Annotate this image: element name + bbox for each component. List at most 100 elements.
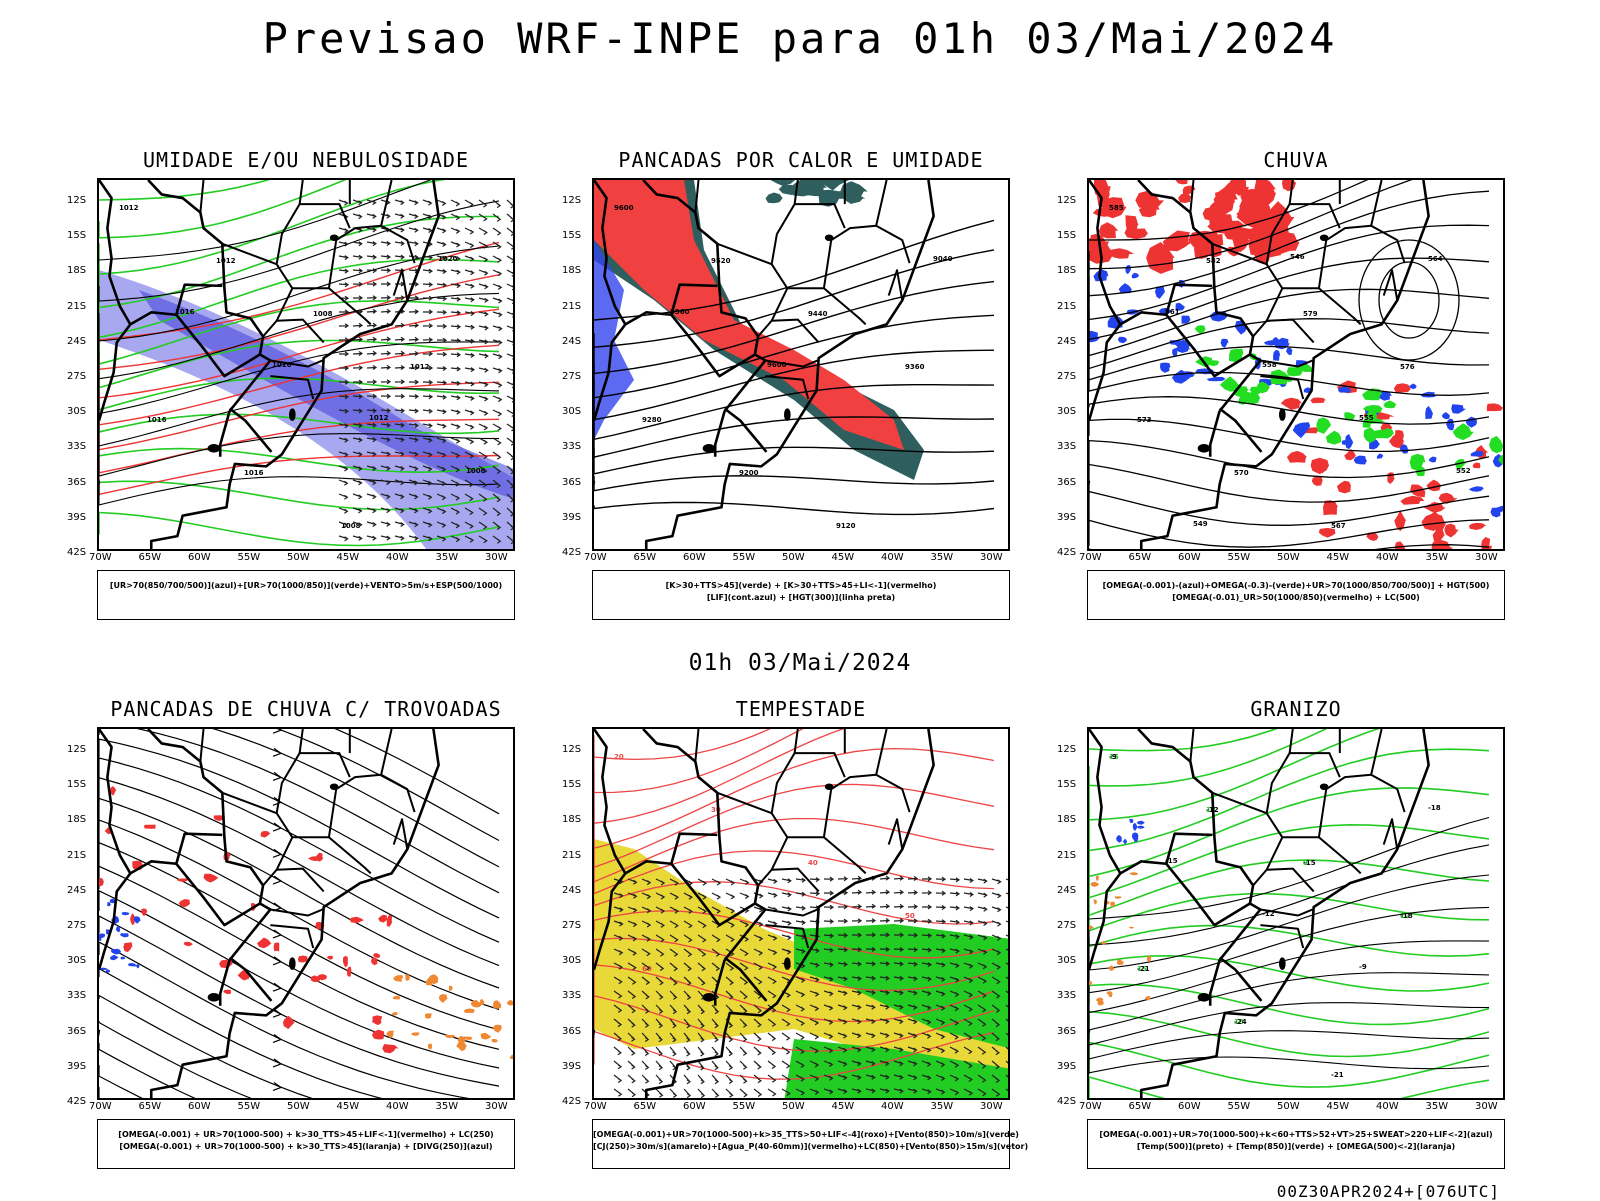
lat-tick-label: 33S — [562, 441, 582, 453]
lon-tick-label: 45W — [831, 1101, 855, 1112]
lon-tick-label: 55W — [237, 1101, 261, 1112]
contour-label: 1016 — [175, 308, 195, 316]
lat-tick-label: 36S — [1057, 476, 1077, 488]
legend-line: [OMEGA(-0.001) + UR>70(1000-500) + k>30_… — [118, 1130, 494, 1139]
contour-label: 1012 — [216, 257, 236, 265]
lon-tick-label: 45W — [831, 552, 855, 563]
high-pressure-contour — [1358, 239, 1460, 361]
contour-label: 570 — [1234, 469, 1249, 477]
legend-line: [OMEGA(-0.001)+UR>70(1000-500)+k>35_TTS>… — [593, 1130, 1019, 1139]
legend-line: [OMEGA(-0.001)+UR>70(1000-500)+k<60+TTS>… — [1099, 1130, 1493, 1139]
contour-label: 546 — [1290, 253, 1305, 261]
lon-tick-label: 65W — [1128, 1101, 1152, 1112]
lon-tick-label: 55W — [1227, 1101, 1251, 1112]
contour-label: 15 — [1109, 753, 1119, 761]
map-canvas: 15129121518-9-12-15-18-21-24-21-18-15-12… — [1089, 729, 1490, 1098]
lon-tick-label: 35W — [435, 1101, 459, 1112]
contour-label: 15 — [1137, 965, 1147, 973]
arrow-head-icon — [272, 1081, 283, 1091]
contour-label: 567 — [1331, 522, 1346, 530]
country-borders — [594, 180, 935, 549]
contour-label: 564 — [1428, 255, 1443, 263]
arrow-head-icon — [272, 982, 283, 992]
lon-tick-label: 30W — [1475, 552, 1498, 563]
map-frame: 1012 1012 1008 1012 1016 1016 1008 1020 1016 1016… — [97, 178, 515, 551]
lat-tick-label: 24S — [67, 884, 87, 896]
contour-label: 1016 — [272, 361, 292, 369]
contour-label: 585 — [1109, 204, 1124, 212]
lon-tick-label: 30W — [980, 552, 1003, 563]
lat-tick-label: 24S — [1057, 884, 1077, 896]
state-borders — [199, 729, 416, 949]
lon-tick-label: 35W — [930, 1101, 954, 1112]
panel-legend: [UR>70(850/700/500)](azul)+[UR>70(1000/8… — [97, 570, 515, 620]
lat-tick-label: 24S — [1057, 335, 1077, 347]
arrow-head-icon — [272, 848, 283, 858]
lon-tick-label: 30W — [485, 1101, 508, 1112]
arrow-head-icon — [272, 822, 283, 832]
map-frame — [97, 727, 515, 1100]
contour-label: 18 — [1234, 1018, 1244, 1026]
lat-tick-label: 12S — [67, 195, 87, 206]
map-canvas: 5855825795765735705675645615585555525495… — [1089, 180, 1503, 549]
lon-tick-label: 55W — [1227, 552, 1251, 563]
lat-tick-label: 27S — [562, 920, 582, 931]
run-info-footer: 00Z30APR2024+[076UTC] — [1276, 1182, 1500, 1201]
contour-label: 9280 — [642, 416, 662, 424]
wind-vectors — [338, 199, 513, 545]
contour-label: -21 — [1331, 1071, 1344, 1079]
lat-tick-label: 30S — [67, 955, 87, 967]
contour-label: 8960 — [670, 308, 690, 316]
lon-tick-label: 55W — [237, 552, 261, 563]
lon-tick-label: 35W — [930, 552, 954, 563]
lon-tick-label: 65W — [138, 1101, 162, 1112]
lat-tick-label: 27S — [67, 920, 87, 931]
country-borders — [1089, 180, 1430, 549]
legend-line: [UR>70(850/700/500)](azul)+[UR>70(1000/8… — [109, 581, 503, 590]
lat-tick-label: 30S — [562, 406, 582, 418]
legend-line: [OMEGA(-0.01)_UR>50(1000/850)(vermelho) … — [1172, 593, 1420, 602]
contour-label: 40 — [808, 859, 818, 867]
contour-label: 9360 — [905, 363, 925, 371]
valid-time-label: 01h 03/Mai/2024 — [688, 650, 912, 676]
lon-tick-label: 70W — [1079, 1101, 1102, 1112]
lon-tick-label: 70W — [584, 552, 607, 563]
arrow-head-icon — [272, 1058, 283, 1068]
lon-tick-label: 70W — [89, 552, 112, 563]
lat-tick-label: 39S — [67, 511, 87, 523]
state-borders — [1189, 729, 1406, 949]
contour-label: 579 — [1303, 310, 1318, 318]
country-borders — [99, 729, 440, 1098]
lat-tick-label: 30S — [1057, 955, 1077, 967]
lat-tick-label: 42S — [562, 1096, 582, 1107]
state-borders — [1189, 180, 1406, 400]
lat-tick-label: 15S — [67, 230, 87, 242]
lake-mark — [207, 444, 221, 453]
map-frame: 9600 9520 9440 9360 9280 9200 9120 9040 8960 9600 — [592, 178, 1010, 551]
map-frame: 585 582 579 576 573 570 567 564 561 558 555 552 549 5… — [1087, 178, 1505, 551]
contour-label: 1012 — [119, 204, 139, 212]
lat-tick-label: 42S — [562, 547, 582, 558]
lat-tick-label: 24S — [562, 884, 582, 896]
lat-tick-label: 30S — [1057, 406, 1077, 418]
lon-tick-label: 40W — [1376, 552, 1399, 563]
lon-tick-label: 40W — [386, 552, 409, 563]
panel-title: GRANIZO — [1250, 697, 1342, 721]
lon-tick-label: 65W — [633, 1101, 657, 1112]
state-borders — [199, 180, 416, 400]
lon-tick-label: 50W — [782, 552, 805, 563]
map-canvas: 9600 9520 9440 9360 9280 9200 9120 9040 8960 9600 — [594, 180, 995, 549]
panel-title: UMIDADE E/OU NEBULOSIDADE — [142, 148, 470, 172]
contour-label: 1016 — [147, 416, 167, 424]
arrow-head-icon — [272, 956, 283, 966]
lon-tick-label: 35W — [435, 552, 459, 563]
lat-tick-label: 33S — [1057, 441, 1077, 453]
contour-label: 50 — [905, 912, 915, 920]
lon-tick-label: 30W — [980, 1101, 1003, 1112]
lon-tick-label: 60W — [188, 552, 211, 563]
contour-label: 9120 — [836, 522, 856, 530]
lat-tick-label: 18S — [67, 265, 87, 277]
contour-label: 1008 — [466, 467, 486, 475]
contour-label: 9600 — [614, 204, 634, 212]
lat-tick-label: 36S — [67, 1025, 87, 1037]
